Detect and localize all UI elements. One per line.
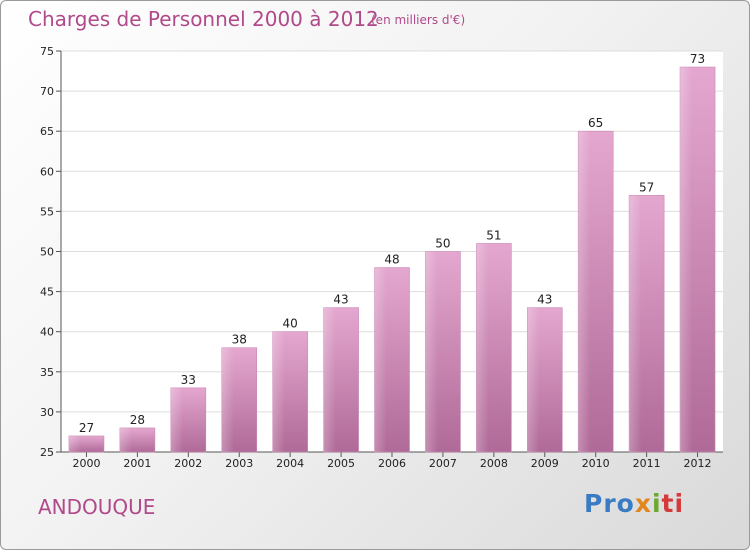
- bars: [68, 66, 716, 453]
- x-tick-label: 2008: [480, 457, 508, 470]
- y-tick-label: 60: [40, 165, 54, 178]
- data-label: 33: [181, 373, 196, 387]
- data-label: 57: [639, 180, 654, 194]
- bar-highlight: [323, 307, 336, 452]
- x-tick-label: 2004: [276, 457, 304, 470]
- data-label: 28: [130, 413, 145, 427]
- data-label: 50: [435, 237, 450, 251]
- x-tick-label: 2011: [633, 457, 661, 470]
- bar-highlight: [272, 331, 285, 452]
- labels: 25 30 35 40 45 50 55 60 65 70 75 27 2000 28 2001 33 2002…: [40, 45, 712, 470]
- data-label: 38: [232, 333, 247, 347]
- x-tick-label: 2000: [72, 457, 100, 470]
- bar-highlight: [527, 307, 540, 452]
- y-tick-label: 25: [40, 446, 54, 459]
- data-label: 48: [384, 253, 399, 267]
- bar-highlight: [119, 427, 133, 452]
- y-tick-label: 50: [40, 246, 54, 259]
- bar-highlight: [476, 243, 489, 452]
- bar-highlight: [680, 67, 693, 452]
- y-tick-label: 35: [40, 366, 54, 379]
- bar-highlight: [578, 131, 591, 452]
- bar-highlight: [68, 435, 82, 452]
- x-tick-label: 2002: [174, 457, 202, 470]
- y-tick-label: 30: [40, 406, 54, 419]
- y-tick-label: 75: [40, 45, 54, 58]
- x-tick-label: 2012: [684, 457, 712, 470]
- bar-highlight: [170, 387, 184, 452]
- y-tick-label: 45: [40, 286, 54, 299]
- bar-highlight: [374, 267, 387, 452]
- chart-subtitle: (en milliers d'€): [371, 13, 466, 27]
- data-label: 51: [486, 228, 501, 242]
- bar-highlight: [425, 251, 438, 452]
- data-label: 27: [79, 421, 94, 435]
- bar-highlight: [629, 195, 642, 453]
- x-tick-label: 2010: [582, 457, 610, 470]
- data-label: 40: [283, 317, 298, 331]
- y-tick-label: 55: [40, 205, 54, 218]
- x-tick-label: 2009: [531, 457, 559, 470]
- commune-name: ANDOUQUE: [38, 495, 156, 519]
- data-label: 73: [690, 52, 705, 66]
- x-tick-label: 2005: [327, 457, 355, 470]
- proxiti-logo: Proxiti: [584, 489, 685, 518]
- y-tick-label: 70: [40, 85, 54, 98]
- x-tick-label: 2007: [429, 457, 457, 470]
- bar-highlight: [221, 347, 234, 452]
- x-tick-label: 2003: [225, 457, 253, 470]
- x-tick-label: 2006: [378, 457, 406, 470]
- y-tick-label: 40: [40, 326, 54, 339]
- data-label: 65: [588, 116, 603, 130]
- y-tick-label: 65: [40, 125, 54, 138]
- data-label: 43: [537, 293, 552, 307]
- data-label: 43: [333, 293, 348, 307]
- x-tick-label: 2001: [123, 457, 151, 470]
- chart-title: Charges de Personnel 2000 à 2012: [28, 7, 379, 31]
